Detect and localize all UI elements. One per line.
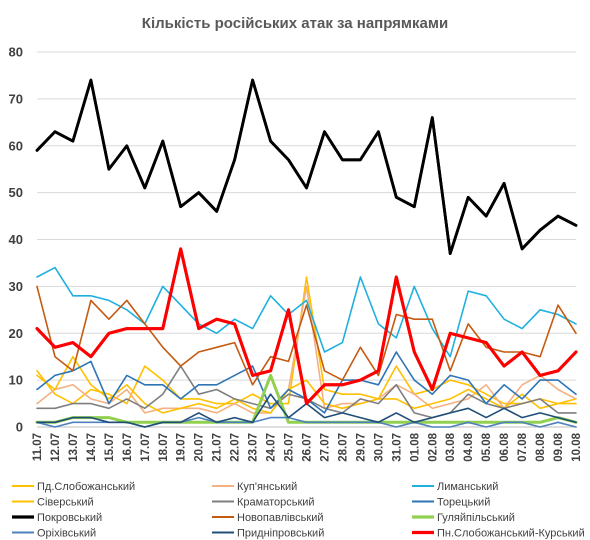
series-line	[35, 78, 578, 256]
y-tick-label: 80	[9, 45, 23, 60]
x-tick-label: 30.07	[373, 433, 385, 462]
legend: Пд.Слобожанський Куп'янський Лиманський Сів…	[12, 481, 585, 540]
axes: 0 10 20 30 40 50 60 70 80 11.07 12.07 13.07 14.07 15.…	[9, 45, 583, 462]
x-tick-label: 27.07	[319, 433, 331, 462]
y-tick-label: 70	[9, 91, 23, 106]
series-line	[35, 78, 578, 256]
x-tick-label: 11.07	[32, 433, 44, 461]
y-tick-label: 30	[9, 279, 23, 294]
legend-label: Новопавлівський	[237, 512, 323, 524]
x-tick-label: 29.07	[355, 433, 367, 462]
x-tick-label: 08.08	[535, 432, 547, 461]
y-tick-label: 0	[16, 420, 23, 435]
series-line	[36, 276, 577, 405]
x-tick-label: 12.07	[50, 433, 62, 462]
x-tick-label: 15.07	[104, 433, 116, 462]
x-tick-label: 23.07	[248, 433, 260, 462]
x-tick-label: 13.07	[68, 433, 80, 462]
legend-label: Гуляйпільський	[437, 512, 515, 524]
y-tick-label: 10	[9, 373, 23, 388]
x-tick-label: 24.07	[266, 433, 278, 462]
legend-label: Торецький	[437, 497, 490, 509]
x-tick-label: 17.07	[140, 433, 152, 462]
x-tick-label: 18.07	[158, 433, 170, 462]
legend-label: Сіверський	[37, 497, 94, 509]
series-line	[36, 266, 577, 358]
x-tick-label: 06.08	[499, 432, 511, 461]
legend-label: Оріхівський	[37, 528, 96, 540]
grid-lines	[37, 51, 576, 428]
legend-label: Придніпровський	[237, 528, 324, 540]
legend-label: Куп'янський	[237, 481, 297, 493]
x-tick-label: 07.08	[517, 432, 529, 461]
series-line	[36, 355, 577, 414]
series-line	[36, 285, 577, 414]
x-tick-label: 20.07	[194, 433, 206, 462]
x-tick-label: 03.08	[445, 432, 457, 461]
y-tick-label: 40	[9, 232, 23, 247]
x-tick-label: 25.07	[284, 433, 296, 462]
series-line	[36, 285, 577, 386]
legend-label: Покровський	[37, 512, 102, 524]
legend-label: Пд.Слобожанський	[37, 481, 135, 493]
x-tick-label: 21.07	[212, 433, 224, 462]
x-tick-label: 16.07	[122, 433, 134, 462]
x-tick-label: 09.08	[553, 432, 565, 461]
legend-label: Лиманський	[437, 481, 498, 493]
y-tick-label: 60	[9, 138, 23, 153]
x-tick-label: 14.07	[86, 433, 98, 462]
legend-label: Краматорський	[237, 497, 315, 509]
y-tick-label: 20	[9, 326, 23, 341]
x-tick-label: 01.08	[409, 432, 421, 461]
x-tick-label: 02.08	[427, 432, 439, 461]
y-tick-label: 50	[9, 185, 23, 200]
plot-area	[35, 78, 578, 428]
legend-label: Пн.Слобожанський-Курський	[437, 528, 585, 540]
x-tick-label: 05.08	[481, 432, 493, 461]
x-tick-label: 10.08	[571, 432, 583, 461]
x-tick-label: 19.07	[176, 433, 188, 462]
x-tick-label: 31.07	[391, 433, 403, 462]
x-tick-label: 28.07	[337, 433, 349, 462]
x-tick-label: 22.07	[230, 433, 242, 462]
chart-title: Кількість російських атак за напрямками	[142, 15, 448, 32]
x-tick-label: 26.07	[302, 433, 314, 462]
x-tick-label: 04.08	[463, 432, 475, 461]
series-line	[35, 247, 578, 406]
